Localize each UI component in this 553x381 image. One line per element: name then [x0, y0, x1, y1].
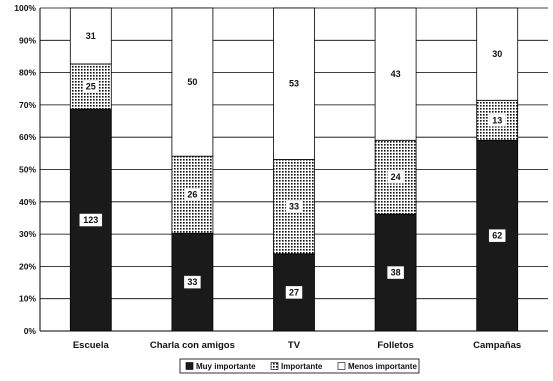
y-tick-label: 60%: [19, 132, 36, 142]
data-label: 43: [391, 69, 401, 79]
data-label: 30: [492, 49, 502, 59]
x-tick-label: Charla con amigos: [150, 340, 235, 351]
y-tick-label: 0%: [24, 326, 37, 336]
legend-label: Importante: [281, 362, 323, 371]
y-axis-ticks: 0% 10% 20% 30% 40% 50% 60% 70% 80% 90% 100%: [14, 3, 36, 336]
y-tick-label: 30%: [19, 229, 36, 239]
data-label: 33: [289, 202, 299, 212]
y-tick-label: 40%: [19, 197, 36, 207]
x-axis-labels: Escuela Charla con amigos TV Folletos Campañ…: [73, 340, 521, 351]
data-label: 25: [86, 81, 96, 91]
legend-swatch: [271, 363, 278, 370]
data-label: 50: [187, 77, 197, 87]
legend-label: Menos importante: [348, 362, 417, 371]
legend-label: Muy importante: [196, 362, 256, 371]
y-tick-label: 70%: [19, 100, 36, 110]
data-label: 27: [289, 287, 299, 297]
data-label: 33: [187, 277, 197, 287]
y-tick-label: 10%: [19, 294, 36, 304]
x-tick-label: Folletos: [377, 340, 413, 351]
data-label: 24: [391, 172, 401, 182]
legend-swatch: [338, 363, 345, 370]
y-tick-label: 20%: [19, 261, 36, 271]
data-label: 13: [492, 115, 502, 125]
y-tick-label: 50%: [19, 165, 36, 175]
x-tick-label: Campañas: [473, 340, 521, 351]
legend: Muy importante Importante Menos importante: [180, 359, 419, 373]
x-tick-label: Escuela: [73, 340, 110, 351]
y-tick-label: 100%: [14, 3, 36, 13]
x-tick-label: TV: [288, 340, 301, 351]
y-tick-label: 90%: [19, 35, 36, 45]
data-label: 62: [492, 231, 502, 241]
data-label: 53: [289, 79, 299, 89]
data-label: 123: [83, 215, 98, 225]
y-tick-label: 80%: [19, 68, 36, 78]
data-label: 31: [86, 31, 96, 41]
data-label: 38: [391, 268, 401, 278]
legend-swatch: [186, 363, 193, 370]
data-label: 26: [187, 190, 197, 200]
